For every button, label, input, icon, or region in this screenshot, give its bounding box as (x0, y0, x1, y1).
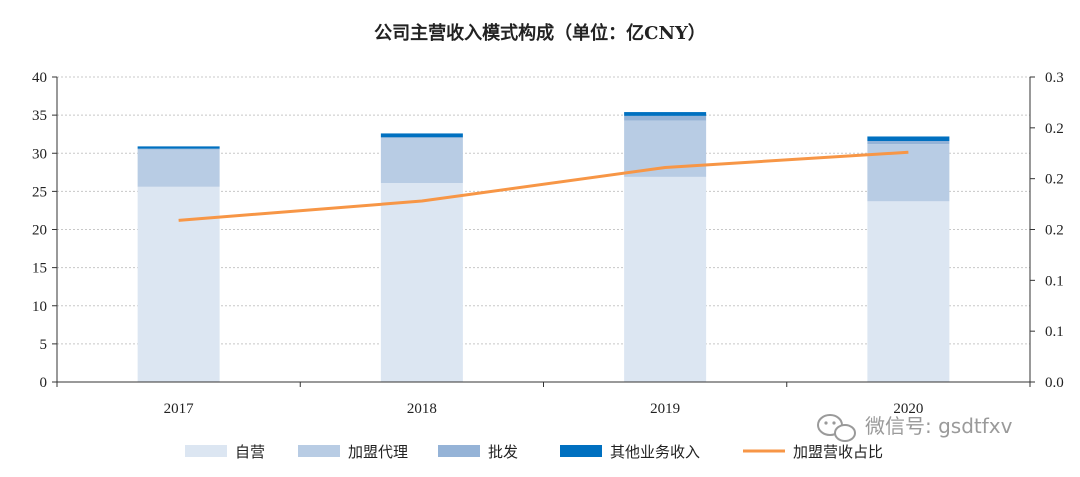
bar-segment (137, 146, 220, 149)
legend: 自营 加盟代理 批发 其他业务收入 加盟营收占比 (185, 443, 883, 461)
bar-segment (624, 176, 707, 382)
y2-tick-label: 0.0 (1045, 375, 1064, 391)
wechat-icon (817, 414, 856, 442)
y2-tick-label: 0.3 (1045, 70, 1064, 86)
bar-segment (380, 137, 463, 138)
bar-segment (624, 115, 707, 121)
axes: 0 5 10 15 20 25 30 35 40 0.0 0.1 0.1 0.2 0.2 0.2 0.3 201… (32, 70, 1064, 417)
bar-segment (867, 141, 950, 145)
y2-tick-label: 0.1 (1045, 273, 1064, 289)
y-tick-label: 20 (32, 223, 47, 239)
bar-segment (380, 138, 463, 183)
x-tick-label: 2020 (893, 401, 923, 417)
y-tick-label: 35 (32, 108, 47, 124)
y-tick-label: 30 (32, 146, 47, 162)
bar-segment (137, 186, 220, 382)
watermark-text: 微信号: gsdtfxv (865, 414, 1013, 438)
y-tick-label: 15 (32, 261, 47, 277)
bar-segment (380, 133, 463, 138)
chart-title: 公司主营收入模式构成（单位：亿CNY） (374, 22, 706, 44)
x-tick-label: 2019 (650, 401, 680, 417)
bar-segment (624, 112, 707, 116)
series-line (178, 150, 909, 222)
legend-label: 加盟代理 (348, 443, 408, 461)
watermark: 微信号: gsdtfxv (817, 414, 1013, 442)
legend-swatch (438, 445, 480, 457)
y-tick-label: 40 (32, 70, 47, 86)
y2-tick-label: 0.2 (1045, 223, 1064, 239)
bars (137, 112, 950, 382)
y-tick-label: 25 (32, 184, 47, 200)
bar-segment (137, 149, 220, 187)
x-tick-label: 2018 (407, 401, 437, 417)
y-tick-label: 0 (40, 375, 48, 391)
bar-segment (867, 201, 950, 382)
bar-segment (137, 148, 220, 150)
legend-swatch (298, 445, 340, 457)
y-tick-label: 5 (40, 337, 48, 353)
legend-label: 自营 (235, 443, 265, 461)
y2-tick-label: 0.2 (1045, 121, 1064, 137)
y-tick-label: 10 (32, 299, 47, 315)
bar-segment (867, 136, 950, 142)
legend-label: 加盟营收占比 (793, 443, 883, 461)
bar-segment (380, 182, 463, 382)
y2-tick-label: 0.1 (1045, 324, 1064, 340)
y2-tick-label: 0.2 (1045, 172, 1064, 188)
legend-swatch (185, 445, 227, 457)
legend-label: 批发 (488, 443, 518, 461)
legend-label: 其他业务收入 (610, 443, 700, 461)
x-tick-label: 2017 (164, 401, 195, 417)
line-path (178, 150, 909, 222)
legend-swatch (560, 445, 602, 457)
